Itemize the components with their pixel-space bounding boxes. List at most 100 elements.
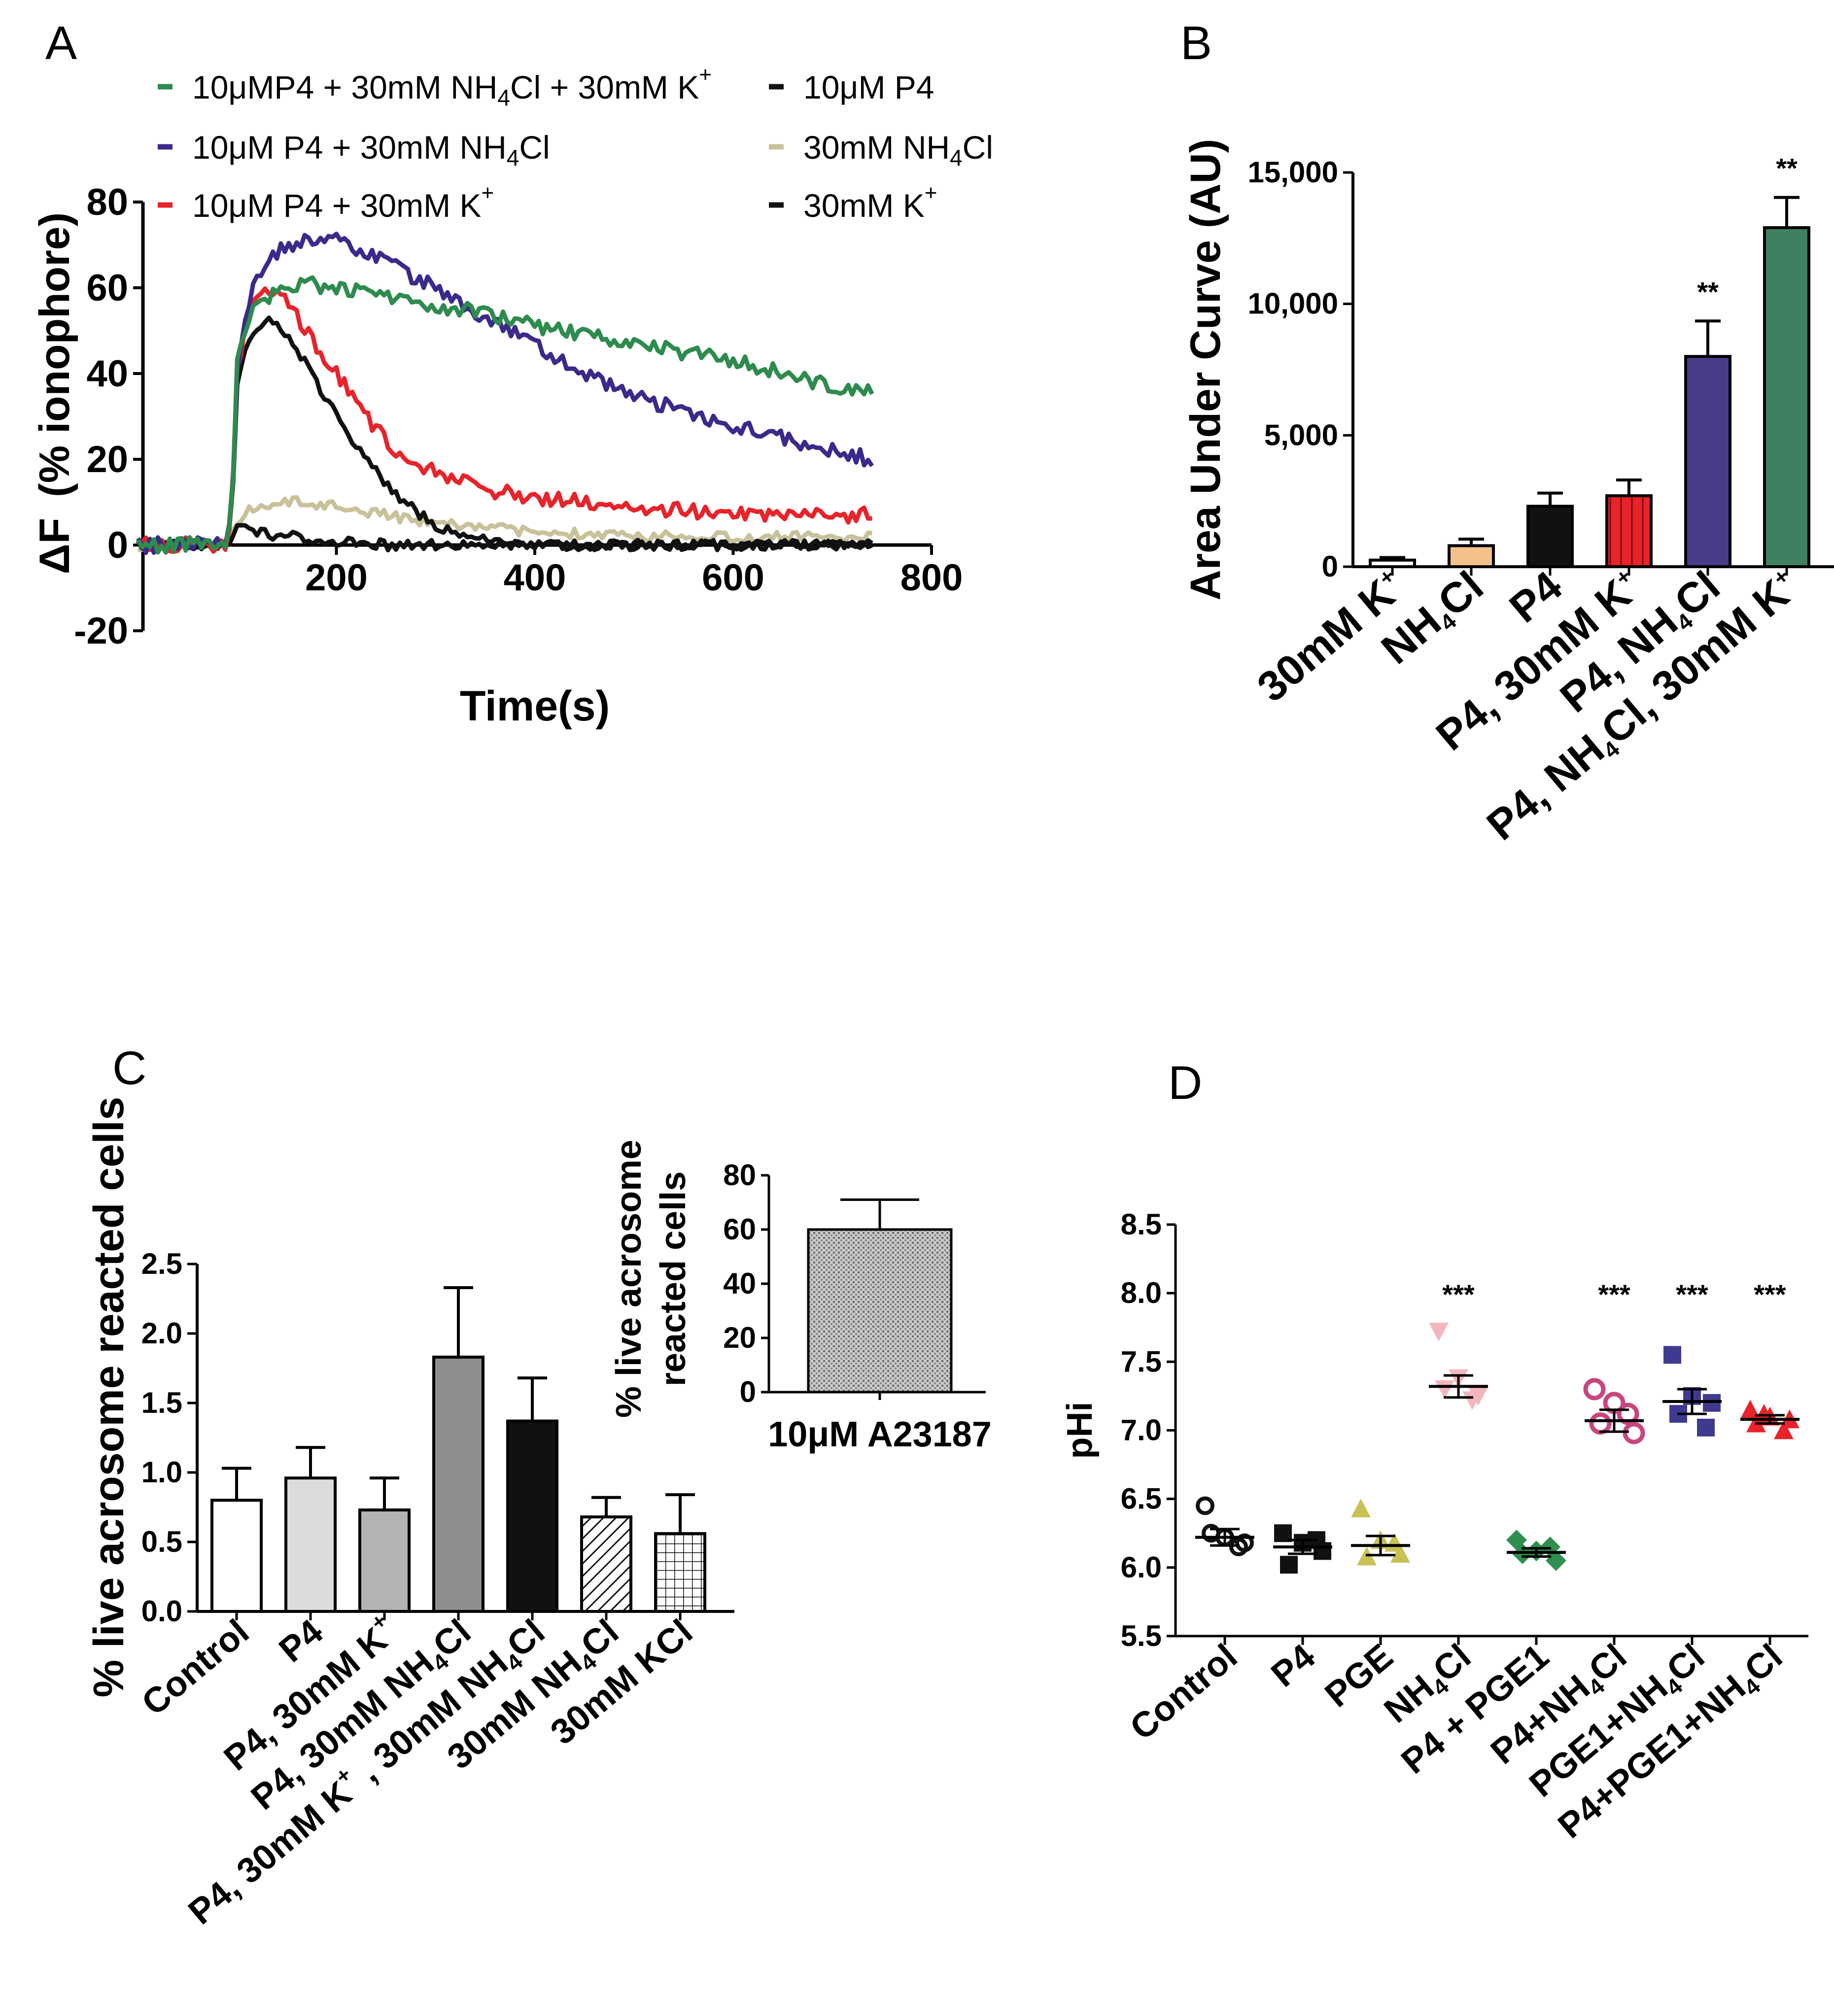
- d-category-label-1-part-0: P4: [1264, 1637, 1322, 1695]
- a-y-tick-label: 80: [86, 181, 128, 223]
- d-point-5-4: [1617, 1402, 1639, 1425]
- panel-letter-b: B: [1180, 17, 1212, 69]
- d-point-2-0: [1351, 1499, 1371, 1518]
- d-point-2-2: [1390, 1544, 1410, 1563]
- a-legend-label-4: 30mM NH4Cl: [803, 129, 993, 171]
- a-legend-label-4-part-0: 30mM NH: [803, 129, 950, 166]
- panel-c-inset-y-label-line2: reacted cells: [654, 1171, 693, 1386]
- a-x-tick-label: 600: [702, 557, 764, 599]
- d-y-tick-label: 5.5: [1121, 1619, 1162, 1652]
- d-point-0-0: [1196, 1496, 1214, 1515]
- a-legend-label-0-part-0: 10μMP4 + 30mM NH: [192, 69, 497, 105]
- d-y-tick-label: 6.5: [1121, 1482, 1162, 1515]
- a-x-tick-label: 800: [900, 557, 963, 599]
- a-legend-label-5-part-1: +: [925, 181, 937, 205]
- panel-letter-a: A: [45, 17, 77, 69]
- d-category-label-1: P4: [1264, 1637, 1322, 1695]
- ci-y-tick-label: 20: [723, 1321, 756, 1354]
- panel-c-inset-axes: 0 20 40 60 80: [723, 1159, 986, 1408]
- a-y-tick-label: -20: [74, 610, 128, 652]
- a-legend-label-2: 10μM P4 + 30mM K+: [192, 181, 494, 224]
- d-significance-6: ***: [1676, 1279, 1708, 1310]
- a-legend-label-0: 10μMP4 + 30mM NH4Cl + 30mM K+: [192, 63, 712, 110]
- panel-b-axes: 0 5,000 10,000 15,000: [1247, 156, 1834, 583]
- c-y-tick-label: 1.0: [141, 1456, 182, 1489]
- b-y-tick-label: 0: [1322, 550, 1338, 583]
- panel-c-inset-category-label: 10μM A23187: [768, 1415, 992, 1454]
- panel-a-y-label-unit: (% ionophore): [31, 212, 78, 497]
- a-y-tick-label: 60: [86, 267, 128, 309]
- ci-y-tick-label: 80: [723, 1159, 756, 1192]
- a-legend-label-1-part-2: Cl: [519, 129, 550, 166]
- panel-d-y-axis-label: pHi: [1060, 1402, 1100, 1459]
- c-bar-2: [358, 1508, 411, 1613]
- d-point-5-3: [1589, 1412, 1612, 1435]
- a-legend-label-2-part-1: +: [481, 181, 494, 205]
- c-y-tick-label: 1.5: [141, 1386, 182, 1419]
- panel-a-legend: 10μMP4 + 30mM NH4Cl + 30mM K+10μM P4 + 3…: [158, 63, 993, 224]
- ci-y-tick-label: 60: [723, 1213, 756, 1246]
- panel-d-scatter-chart: 5.5 6.0 6.5 7.0 7.5 8.0 8.5 *** *** *** *** Contr…: [1060, 1208, 1808, 1846]
- a-legend-label-3: 10μM P4: [803, 69, 934, 105]
- panel-a-series: [136, 232, 874, 555]
- ci-y-tick-label: 40: [723, 1267, 756, 1300]
- d-category-label-0-part-0: Control: [1123, 1637, 1245, 1748]
- panel-b-y-axis-label: Area Under Curve (AU): [1182, 139, 1229, 601]
- b-y-tick-label: 5,000: [1264, 418, 1338, 451]
- c-category-label-0: Control: [135, 1612, 256, 1723]
- c-y-tick-label: 2.5: [141, 1247, 182, 1280]
- panel-c-inset-y-label-line1: % live acrosome: [609, 1140, 649, 1418]
- a-series-line-0: [136, 275, 874, 555]
- d-point-6-4: [1697, 1418, 1715, 1436]
- d-point-3-4: [1462, 1391, 1482, 1410]
- a-legend-label-0-part-1: 4: [497, 85, 510, 110]
- d-significance-5: ***: [1598, 1279, 1630, 1310]
- ci-y-tick-label: 0: [740, 1375, 756, 1408]
- b-y-tick-label: 10,000: [1247, 287, 1338, 320]
- c-y-tick-label: 2.0: [141, 1317, 182, 1350]
- a-series-line-1: [136, 232, 874, 555]
- a-y-tick-label: 0: [107, 524, 128, 566]
- panel-b-bar-chart: 0 5,000 10,000 15,000 ** ** 30mM K+NH4Cl P4P4…: [1182, 139, 1834, 850]
- a-legend-label-5-part-0: 30mM K: [803, 187, 925, 224]
- d-category-label-0: Control: [1123, 1637, 1245, 1748]
- a-legend-label-3-part-0: 10μM P4: [803, 69, 934, 105]
- a-legend-label-0-part-3: +: [699, 63, 712, 87]
- d-point-5-0: [1583, 1378, 1606, 1401]
- c-y-tick-label: 0.0: [141, 1595, 182, 1628]
- a-legend-label-1-part-1: 4: [507, 145, 519, 171]
- a-series-line-3: [136, 315, 873, 552]
- d-y-tick-label: 8.5: [1121, 1208, 1162, 1241]
- panel-a-x-axis-label: Time(s): [460, 683, 610, 730]
- b-bar-1: [1448, 544, 1495, 569]
- d-point-7-4: [1774, 1420, 1794, 1439]
- b-significance-5: **: [1776, 153, 1798, 184]
- a-legend-label-4-part-1: 4: [950, 145, 963, 171]
- d-point-6-0: [1663, 1346, 1681, 1364]
- a-legend-label-2-part-0: 10μM P4 + 30mM K: [192, 187, 481, 224]
- c-bar-3: [432, 1355, 484, 1613]
- d-point-5-2: [1623, 1422, 1645, 1444]
- c-bar-0: [210, 1499, 263, 1613]
- a-legend-label-5: 30mM K+: [803, 181, 937, 224]
- panel-c-inset-bars: [807, 1198, 953, 1394]
- b-bar-3: [1605, 494, 1653, 568]
- ci-bar-0: [807, 1228, 953, 1394]
- c-bar-1: [284, 1476, 337, 1613]
- d-point-0-4: [1229, 1538, 1248, 1557]
- panel-d-axes: 5.5 6.0 6.5 7.0 7.5 8.0 8.5: [1121, 1208, 1808, 1652]
- b-bar-4: [1684, 355, 1731, 568]
- panel-a-y-label-symbol: ΔF: [31, 518, 78, 574]
- a-legend-label-0-part-2: Cl + 30mM K: [510, 69, 699, 105]
- d-y-tick-label: 7.0: [1121, 1414, 1162, 1447]
- panel-a-y-axis-label: ΔF (% ionophore): [31, 212, 78, 574]
- c-bar-4: [506, 1419, 558, 1613]
- panel-letter-d: D: [1168, 1057, 1202, 1109]
- d-significance-7: ***: [1754, 1279, 1786, 1310]
- a-x-tick-label: 200: [305, 557, 368, 599]
- d-point-7-0: [1740, 1400, 1760, 1419]
- b-bar-5: [1763, 226, 1810, 568]
- a-series-line-4: [138, 495, 873, 552]
